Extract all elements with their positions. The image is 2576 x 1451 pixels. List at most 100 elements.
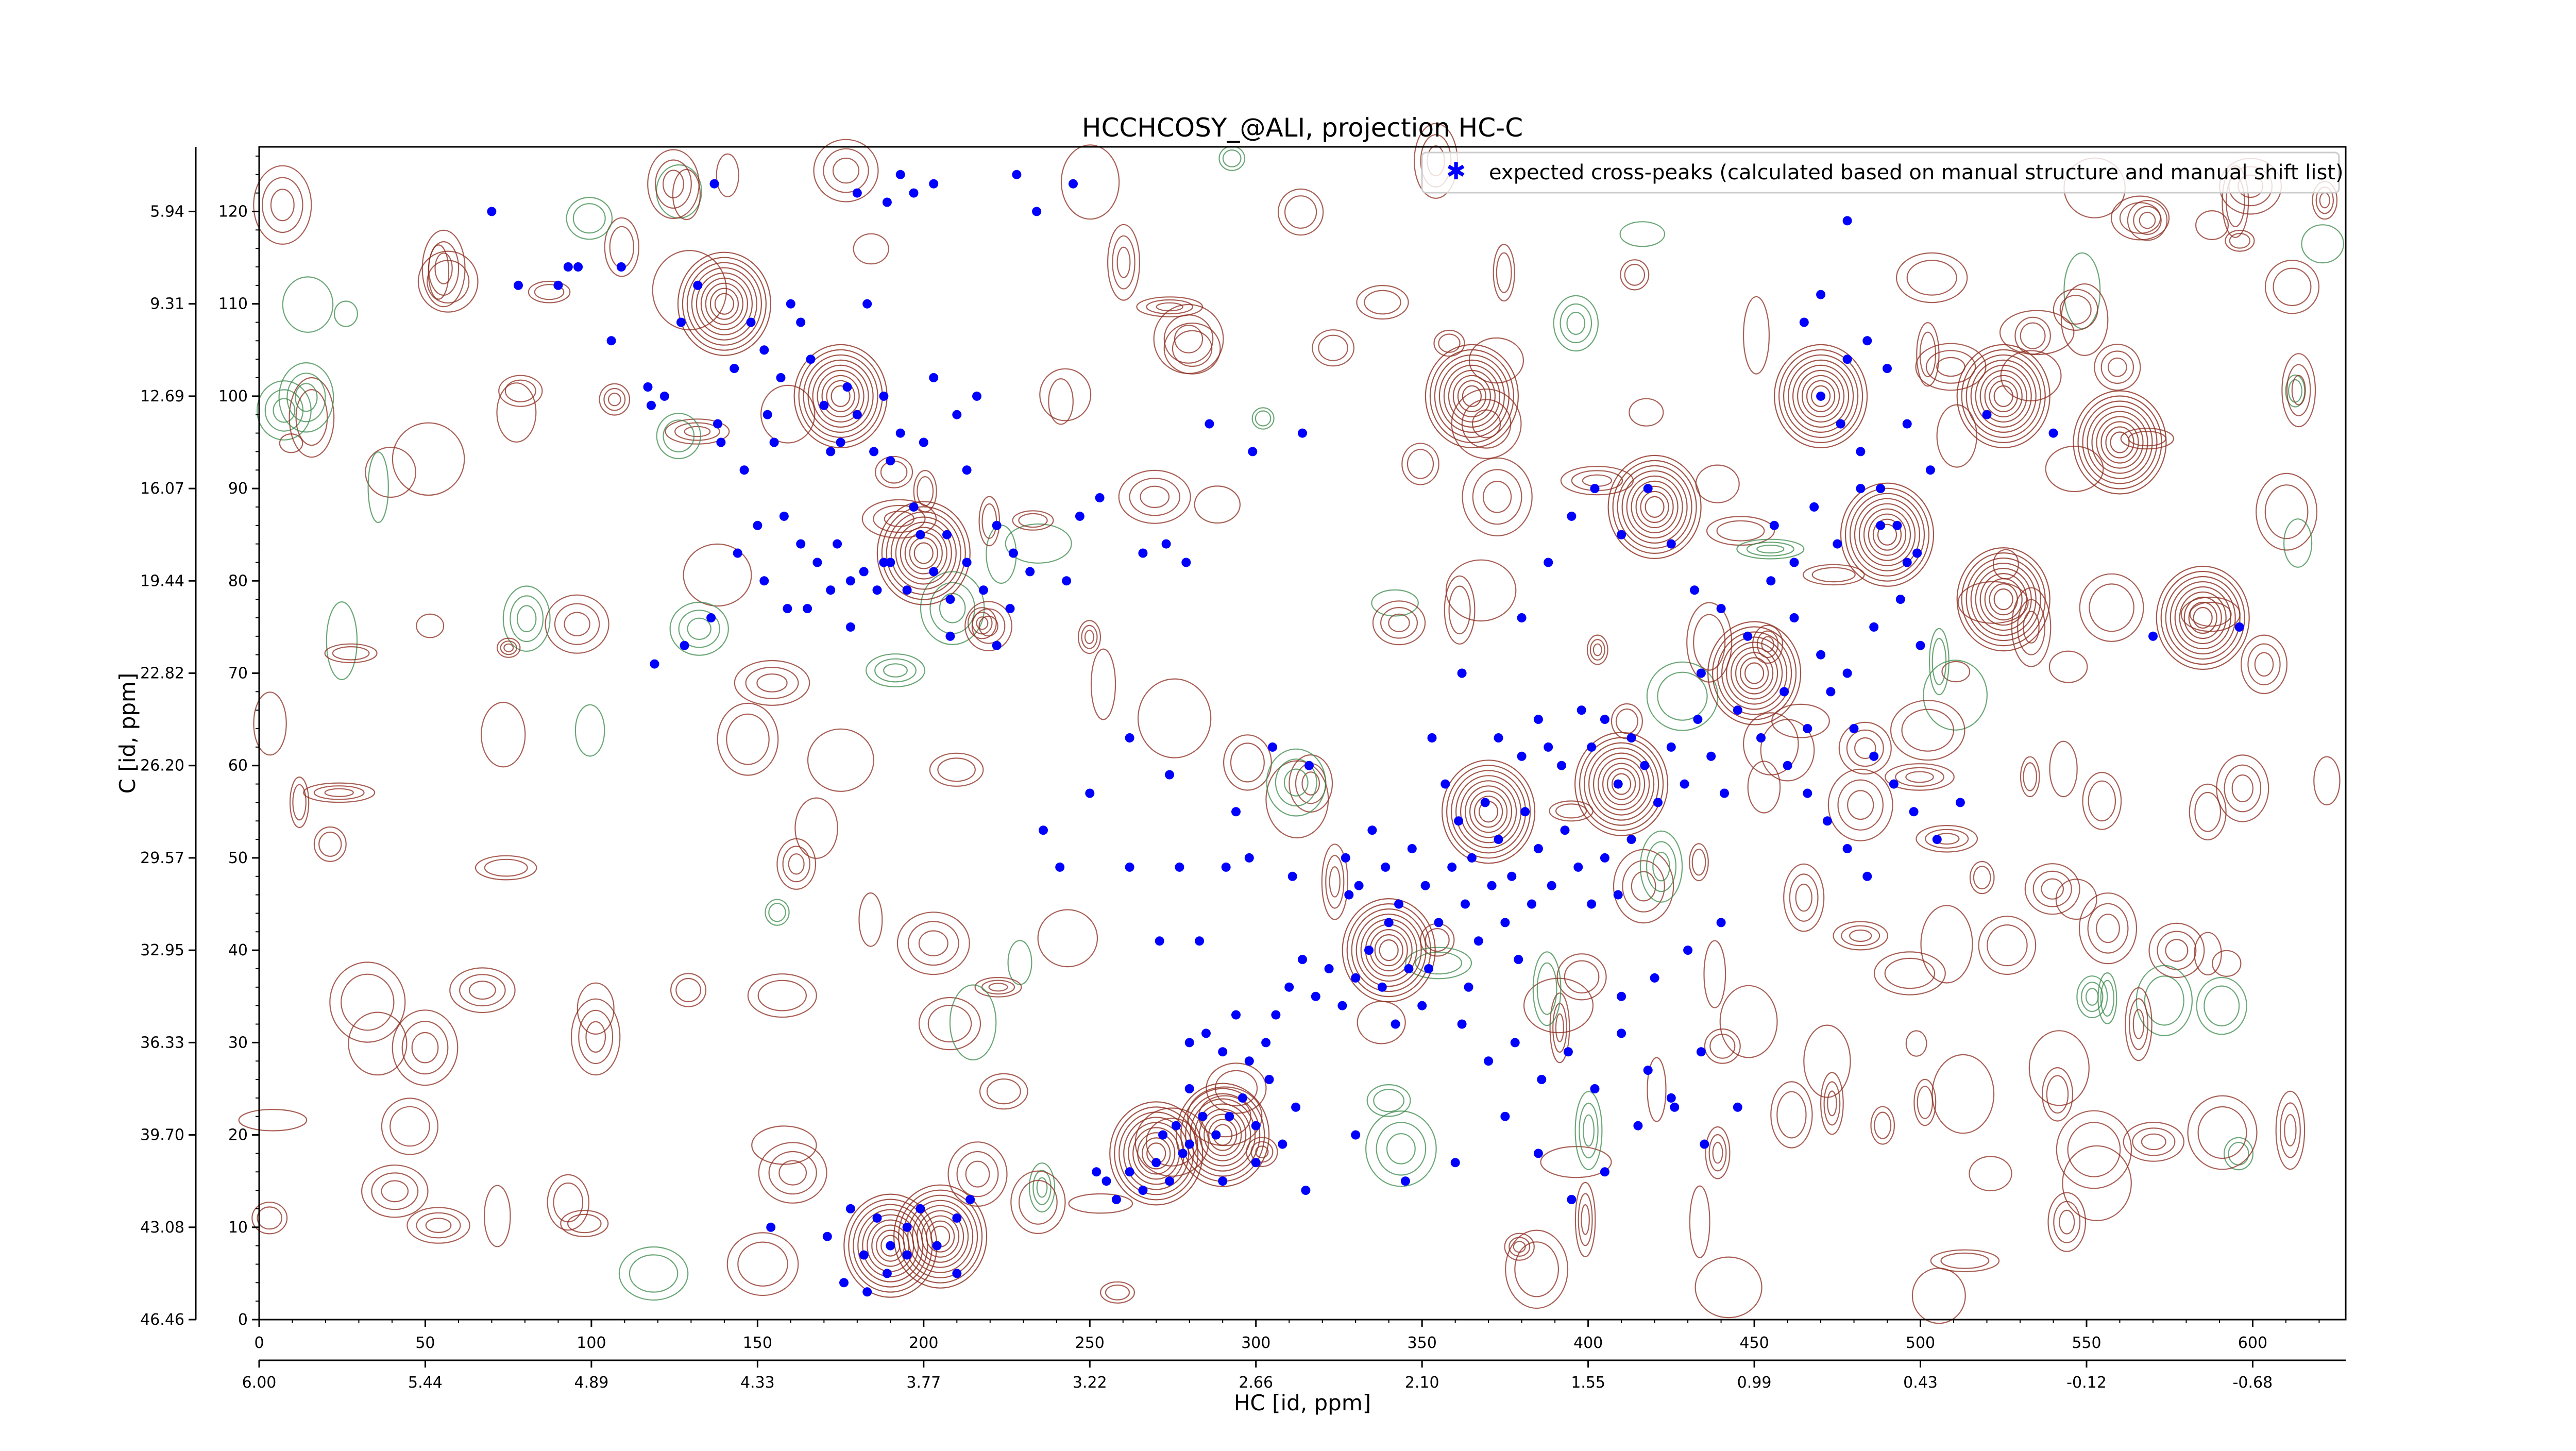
y-tick-label: 40 [228,941,248,959]
contour-ring [1629,398,1664,427]
contour-ring [2119,202,2161,234]
contour-ring [677,251,772,356]
contour-ring [1965,557,2041,642]
contour-ring [1612,773,1632,795]
cross-peak-marker [1633,1121,1643,1131]
contour-ring [709,288,739,320]
cross-peak-marker [932,1241,942,1251]
contour-ring [1811,567,1856,583]
cross-peak-marker [1125,733,1134,743]
contour-ring [913,542,934,564]
contour-ring [361,1165,429,1218]
contour-ring [1532,951,1562,1026]
contour-ring [1018,1179,1058,1225]
cross-peak-marker [759,576,769,586]
cross-peak-marker [1341,853,1350,863]
cross-peak-marker [1231,807,1241,817]
contour-ring [348,1011,408,1076]
contour-ring [566,197,613,240]
contour-ring [876,501,971,605]
cross-peak-marker [1304,761,1314,770]
cross-peak-marker [1617,991,1626,1001]
x-tick-label: 0 [254,1334,264,1352]
contour-ring [1118,1111,1194,1195]
contour-ring [1578,1193,1593,1246]
contour-ring [1987,924,2028,967]
cross-peak-marker [1171,1121,1181,1131]
contour-ring [1549,992,1570,1064]
contour-ring [900,527,947,580]
contour-ring [2089,583,2134,632]
contour-ring [599,383,631,416]
cross-peak-marker [1680,779,1689,789]
cross-peak-marker [1533,715,1543,724]
cross-peak-marker [1278,1139,1287,1149]
contour-ring [1719,985,1778,1058]
contour-ring [560,1210,609,1237]
contour-ring [745,666,799,699]
cross-peak-marker [1706,751,1716,761]
contour-ring [1415,951,1463,975]
contour-ring [2196,976,2247,1035]
cross-peak-marker [1351,973,1361,983]
contour-ring [747,973,817,1018]
contour-ring [2041,878,2064,900]
contour-ring [1626,475,1683,539]
contour-ring [2283,518,2313,568]
contour-ring [696,272,753,335]
contour-ring [483,1185,511,1247]
cross-peak-marker [1955,798,1965,807]
cross-peak-marker [1287,871,1297,881]
cross-peak-marker [842,382,852,392]
contour-ring [1906,260,1957,296]
contour-ring [2165,576,2241,660]
contour-ring [965,1160,990,1188]
cross-peak-marker [1803,788,1812,798]
contour-ring [1620,259,1650,291]
contour-ring [270,189,295,222]
cross-peak-marker [659,391,669,401]
cross-peak-marker [1783,761,1792,770]
cross-peak-marker [1198,1111,1208,1121]
cross-peak-marker [919,437,928,447]
cross-peak-marker [1842,216,1852,226]
contour-ring [381,1180,409,1203]
cross-peak-marker [862,299,872,309]
contour-ring [705,282,744,325]
contour-ring [1885,763,1955,791]
cross-peak-marker [1756,733,1766,743]
contour-ring [392,422,465,496]
contour-ring [1137,678,1212,758]
axis-ticks: 0 50 100 150 200 250 300 350 400 450 500 550 6006.00… [140,155,2320,1392]
contour-ring [1693,614,1726,671]
contour-ring [978,615,998,637]
contour-ring [1707,621,1802,726]
contour-ring [1114,1106,1199,1201]
cross-peak-marker [916,530,925,539]
contour-ring [2187,1095,2258,1170]
y-tick-label: 120 [218,203,248,221]
contour-ring [1230,743,1265,783]
cross-peak-marker [1125,1167,1134,1177]
cross-peak-marker [1195,936,1205,946]
cross-peak-marker [859,567,869,577]
contour-ring [1841,925,1880,947]
cross-peak-marker [1155,936,1164,946]
contour-ring [1379,939,1399,961]
cross-peak-marker [1912,548,1922,558]
contour-ring [927,1005,972,1043]
y-tick-label: 80 [228,572,248,590]
contour-ring [504,379,536,402]
cross-peak-marker [1158,1130,1168,1140]
cross-peak-marker [902,585,912,595]
contour-ring [1555,1013,1564,1042]
contour-ring [1646,841,1677,892]
contour-ring [2073,390,2167,495]
contour-ring [757,980,807,1011]
contour-ring [1373,1089,1405,1112]
contour-ring [1776,1091,1807,1139]
contour-ring [1657,671,1708,721]
contour-ring [1956,547,2050,652]
contour-ring [2125,987,2153,1061]
contour-ring [1204,1113,1242,1156]
